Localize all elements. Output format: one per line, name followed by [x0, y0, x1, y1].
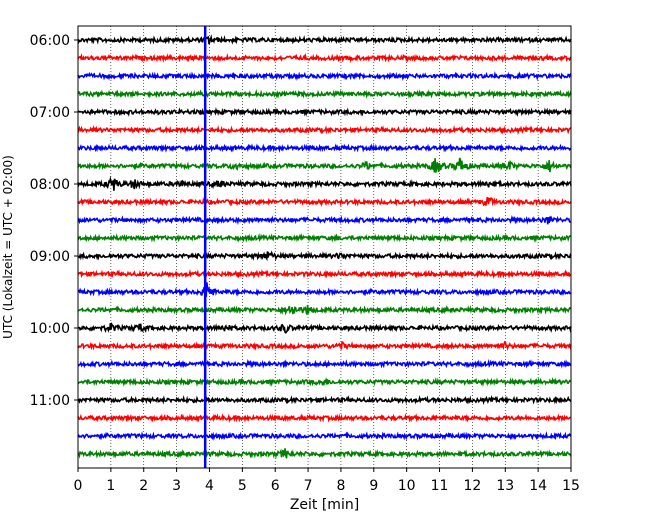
x-tick-label-8: 8 — [336, 478, 345, 494]
x-tick-label-12: 12 — [463, 478, 481, 494]
x-tick-label-13: 13 — [496, 478, 514, 494]
trace-1115 — [77, 413, 572, 423]
x-ticks: 0 1 2 3 4 5 6 7 8 9 10 11 12 13 14 15 — [74, 468, 580, 494]
x-axis-label: Zeit [min] — [290, 497, 359, 513]
trace-1100 — [77, 394, 572, 406]
plot-frame — [77, 25, 572, 469]
x-tick-label-11: 11 — [431, 478, 449, 494]
y-tick-label-0600: 06:00 — [30, 33, 70, 49]
x-tick-label-9: 9 — [369, 478, 378, 494]
trace-1130 — [77, 431, 572, 441]
trace-1000 — [77, 322, 572, 334]
trace-0715 — [77, 124, 572, 136]
x-tick-label-3: 3 — [172, 478, 181, 494]
trace-0945 — [77, 304, 572, 316]
trace-0600 — [77, 34, 572, 45]
trace-0845 — [77, 232, 572, 243]
x-tick-label-15: 15 — [562, 478, 580, 494]
x-tick-label-4: 4 — [205, 478, 214, 494]
trace-0730 — [77, 143, 572, 153]
trace-1045 — [77, 377, 572, 387]
trace-1145 — [77, 448, 572, 460]
trace-0915 — [77, 268, 572, 279]
trace-0615 — [77, 52, 572, 64]
y-tick-label-1000: 10:00 — [30, 321, 70, 337]
trace-0700 — [77, 107, 572, 117]
trace-0815 — [77, 196, 572, 208]
y-ticks: 06:00 07:00 08:00 09:00 10:00 11:00 — [30, 33, 78, 409]
y-tick-label-1100: 11:00 — [30, 393, 70, 409]
x-tick-label-1: 1 — [106, 478, 115, 494]
x-tick-label-14: 14 — [529, 478, 547, 494]
x-tick-label-5: 5 — [238, 478, 247, 494]
trace-0745 — [77, 157, 572, 173]
y-axis-label: UTC (Lokalzeit = UTC + 02:00) — [1, 155, 15, 339]
x-tick-label-7: 7 — [304, 478, 313, 494]
x-tick-label-2: 2 — [139, 478, 148, 494]
y-tick-label-0700: 07:00 — [30, 105, 70, 121]
trace-1015 — [77, 340, 572, 352]
trace-0800 — [77, 175, 572, 191]
y-tick-label-0900: 09:00 — [30, 249, 70, 265]
y-tick-label-0800: 08:00 — [30, 177, 70, 193]
trace-0930 — [77, 282, 572, 297]
trace-0645 — [77, 88, 572, 100]
trace-0900 — [77, 250, 572, 262]
x-tick-label-6: 6 — [271, 478, 280, 494]
x-tick-label-10: 10 — [398, 478, 416, 494]
traces-layer — [77, 34, 572, 460]
trace-0830 — [77, 214, 572, 226]
trace-0630 — [77, 70, 572, 82]
trace-1030 — [77, 358, 572, 369]
x-tick-label-0: 0 — [74, 478, 83, 494]
